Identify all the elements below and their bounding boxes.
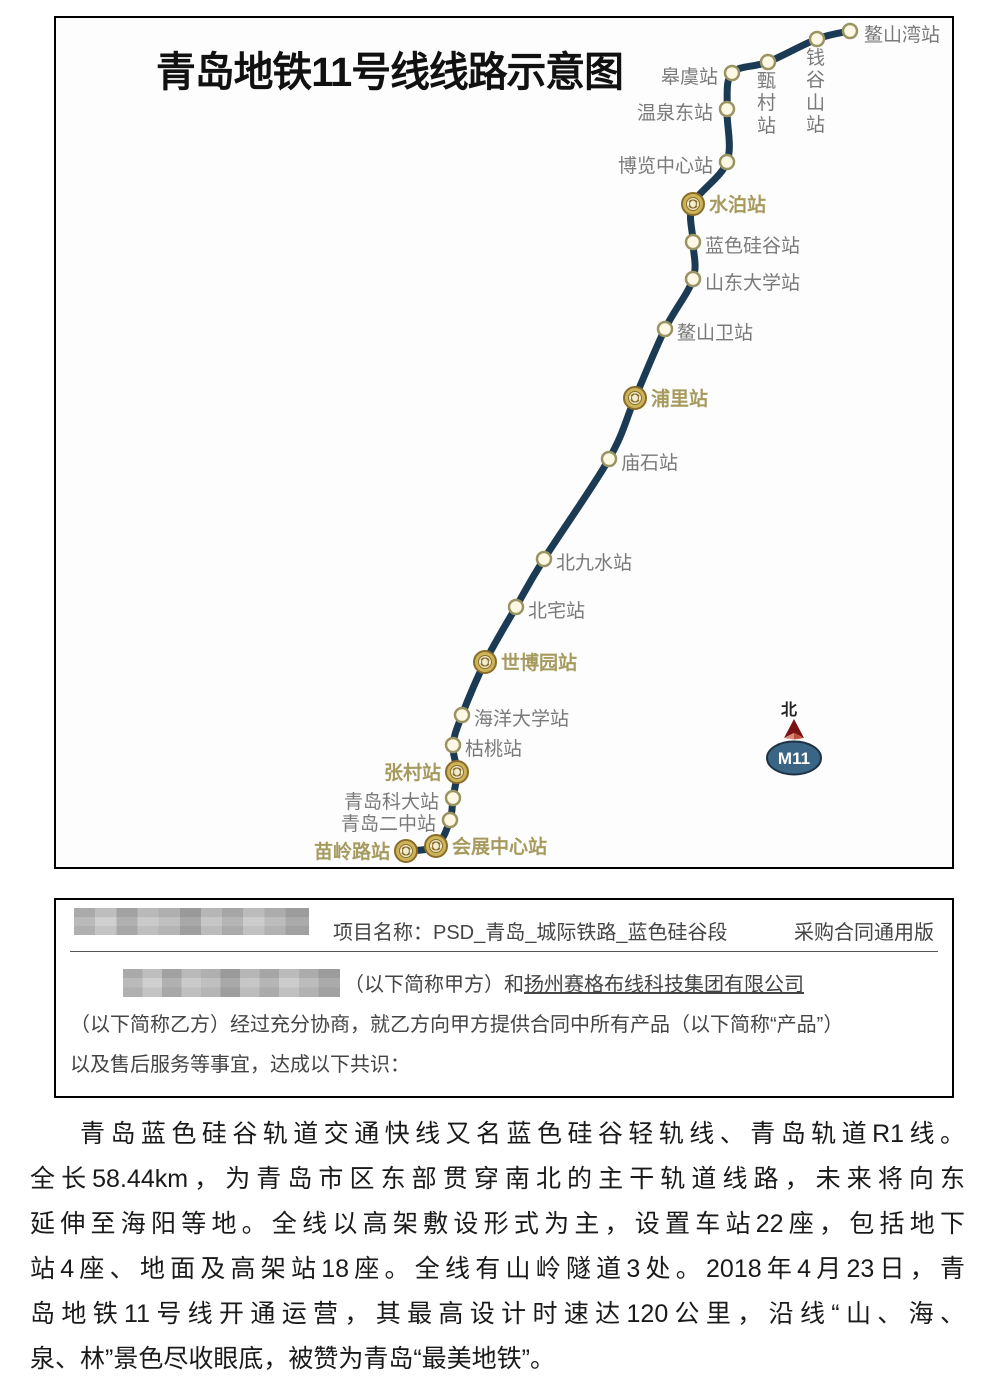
svg-text:M11: M11	[778, 749, 810, 768]
